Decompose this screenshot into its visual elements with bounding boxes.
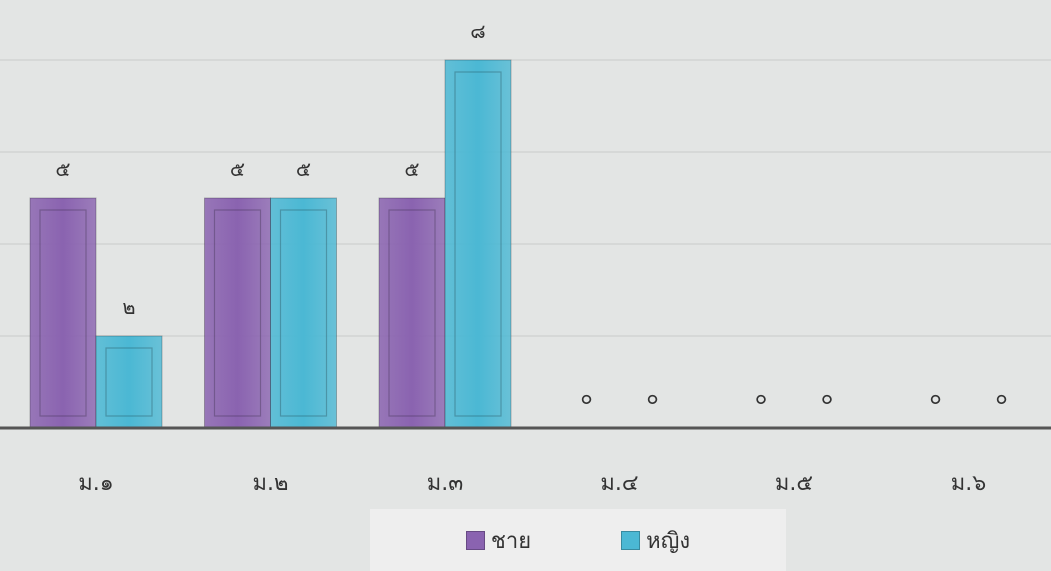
x-tick-label-4: ม.๔ [600,471,638,496]
x-tick-label-2: ม.๒ [253,471,289,496]
bar-bevel-1-2 [213,209,262,417]
bar-bevel-2-1 [105,347,153,417]
data-label-2-1: ๒ [122,295,135,319]
data-label-1-5: ๐ [755,385,767,409]
data-label-2-6: ๐ [995,385,1007,409]
bar-bevel-1-1 [39,209,87,417]
data-labels: ๕๒ ๕ ๕ ๕ ๘๐ ๐ ๐ ๐ ๐ ๐ [55,19,1007,409]
x-tick-label-3: ม.๓ [427,471,464,496]
bar-1-2 [204,197,271,429]
data-label-1-2: ๕ [230,157,245,181]
bar-bevel-2-3 [454,71,502,417]
data-label-2-2: ๕ [296,157,311,181]
x-tick-label-1: ม.๑ [78,471,113,496]
legend-item-series-1: ชาย [465,523,532,558]
legend-swatch-series-2 [621,530,641,550]
bar-bevel-1-3 [388,209,436,417]
bar-2-2 [270,197,337,429]
x-tick-labels: ม.๑ ม.๒ ม.๓ ม.๔ ม.๕ ม.๖ [78,471,986,496]
gridlines [0,59,1051,337]
data-label-2-3: ๘ [470,19,485,43]
data-label-1-1: ๕ [55,157,70,181]
bar-1-3 [378,197,446,429]
legend-label-series-2: หญิง [646,528,691,554]
x-tick-label-5: ม.๕ [775,471,813,496]
legend: ชาย หญิง [370,509,786,571]
x-tick-label-6: ม.๖ [951,471,986,496]
legend-label-series-1: ชาย [490,528,532,554]
data-label-2-4: ๐ [646,385,658,409]
data-label-2-5: ๐ [821,385,833,409]
data-label-1-4: ๐ [580,385,592,409]
bar-bevel-2-2 [279,209,328,417]
bar-1-1 [29,197,97,429]
legend-item-series-2: หญิง [621,523,690,558]
bars [29,59,512,429]
data-label-1-6: ๐ [929,385,941,409]
data-label-1-3: ๕ [404,157,419,181]
legend-swatch-series-1 [465,530,485,550]
